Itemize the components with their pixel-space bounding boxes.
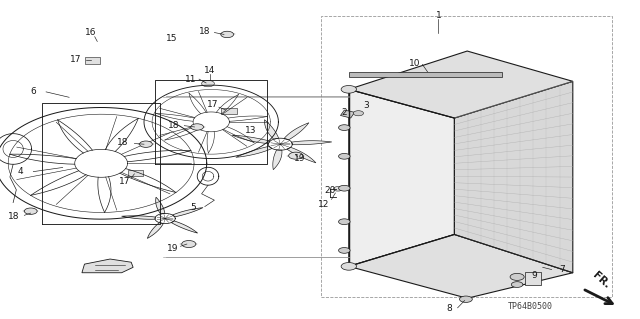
Polygon shape: [122, 216, 156, 219]
Text: 3: 3: [364, 101, 369, 110]
Bar: [321, 16, 612, 297]
Text: 13: 13: [245, 126, 257, 135]
Polygon shape: [172, 208, 203, 217]
Polygon shape: [273, 150, 282, 170]
Polygon shape: [284, 123, 309, 140]
Bar: [128, 170, 143, 176]
Text: 20: 20: [324, 186, 335, 195]
Text: 18: 18: [199, 27, 211, 36]
Circle shape: [511, 282, 523, 287]
Circle shape: [221, 31, 234, 38]
Text: 12: 12: [317, 200, 329, 209]
Polygon shape: [264, 120, 278, 139]
Circle shape: [460, 296, 472, 302]
Circle shape: [339, 185, 350, 191]
Bar: [349, 72, 502, 77]
Circle shape: [140, 141, 152, 147]
Text: 4: 4: [18, 167, 23, 176]
Circle shape: [339, 125, 350, 130]
Polygon shape: [147, 223, 163, 238]
Circle shape: [341, 263, 356, 270]
Circle shape: [339, 153, 350, 159]
Polygon shape: [172, 221, 198, 233]
Text: 9: 9: [532, 271, 537, 280]
Circle shape: [341, 85, 356, 93]
Polygon shape: [232, 135, 270, 144]
Polygon shape: [349, 89, 454, 266]
Bar: [85, 57, 100, 64]
Text: 7: 7: [559, 265, 564, 274]
Circle shape: [353, 111, 364, 116]
Text: 8: 8: [447, 304, 452, 313]
Text: 6: 6: [31, 87, 36, 96]
Bar: [221, 108, 237, 114]
Text: 15: 15: [166, 34, 177, 43]
Polygon shape: [236, 146, 272, 157]
Polygon shape: [349, 234, 573, 298]
Text: 18: 18: [117, 138, 129, 147]
Text: 18: 18: [168, 121, 180, 130]
Polygon shape: [454, 81, 573, 273]
Text: 17: 17: [207, 100, 218, 109]
Text: 17: 17: [119, 177, 131, 186]
Text: 17: 17: [70, 56, 81, 64]
Polygon shape: [340, 110, 355, 118]
Text: 10: 10: [409, 59, 420, 68]
Circle shape: [339, 219, 350, 225]
Text: TP64B0500: TP64B0500: [508, 302, 552, 311]
Bar: [525, 272, 541, 285]
Polygon shape: [292, 141, 332, 145]
Text: 11: 11: [185, 75, 196, 84]
Text: 1: 1: [436, 11, 441, 20]
Text: 16: 16: [85, 28, 97, 37]
Circle shape: [510, 273, 524, 280]
Text: 19: 19: [294, 154, 305, 163]
Circle shape: [339, 248, 350, 253]
Text: 5: 5: [191, 204, 196, 212]
Circle shape: [191, 124, 204, 130]
Polygon shape: [287, 147, 316, 163]
Text: 2: 2: [342, 108, 347, 117]
Polygon shape: [349, 51, 573, 118]
Text: FR.: FR.: [591, 270, 612, 290]
Text: 18: 18: [8, 212, 20, 221]
Circle shape: [333, 187, 342, 191]
Text: 19: 19: [167, 244, 179, 253]
Circle shape: [182, 241, 196, 248]
Polygon shape: [156, 197, 165, 214]
Circle shape: [289, 152, 303, 159]
Circle shape: [24, 208, 37, 214]
Text: 14: 14: [204, 66, 216, 75]
Circle shape: [202, 80, 214, 87]
Polygon shape: [82, 259, 133, 273]
